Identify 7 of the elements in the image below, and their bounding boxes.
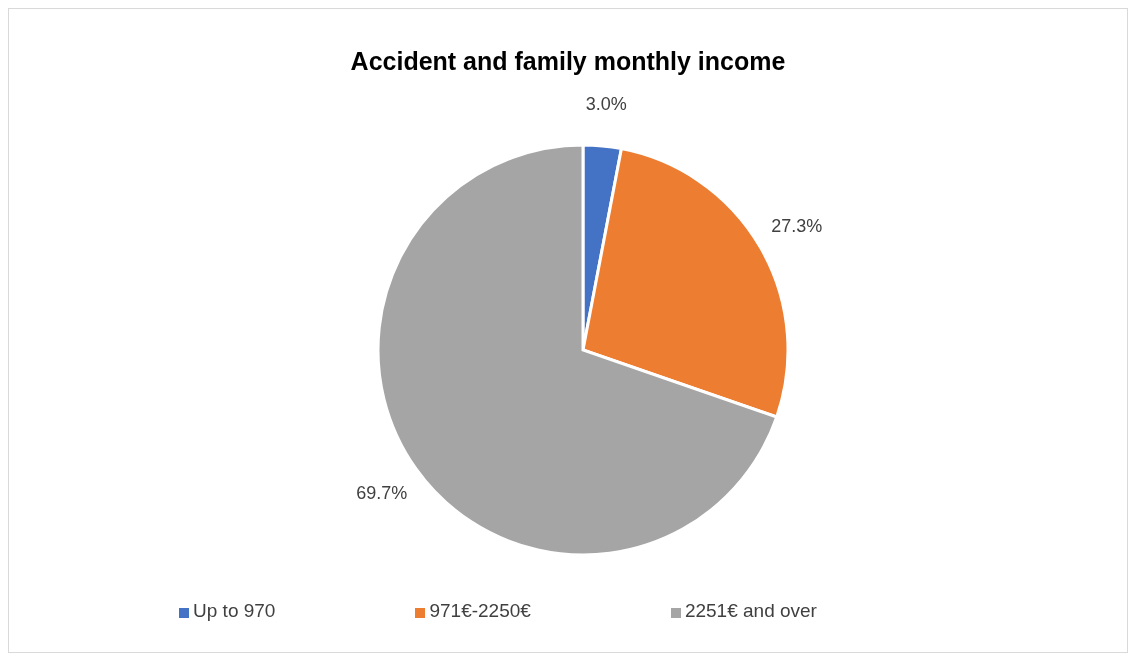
data-label: 69.7% — [356, 483, 408, 504]
legend-label: Up to 970 — [193, 600, 276, 621]
data-label: 3.0% — [585, 94, 627, 115]
legend-label: 2251€ and over — [684, 600, 817, 621]
data-label: 27.3% — [771, 216, 823, 237]
chart-title: Accident and family monthly income — [349, 47, 787, 76]
legend-label: 971€-2250€ — [429, 600, 531, 621]
